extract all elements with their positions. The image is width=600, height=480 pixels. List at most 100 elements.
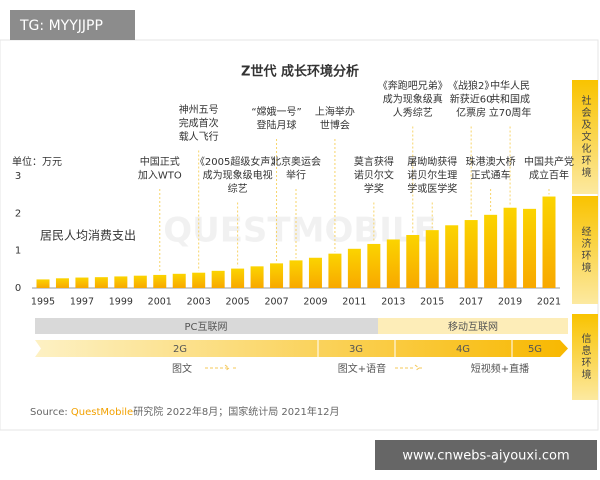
annotation: 中华人民 [490,79,530,92]
x-tick-label: 2013 [381,297,405,308]
side-label: 经济环境 [579,225,591,274]
bar [36,279,50,288]
bar [464,220,478,288]
annotation: 《2005超级女声》 [195,155,280,168]
era-label: 移动互联网 [448,320,498,333]
annotation: 世博会 [320,119,350,132]
annotation: 上海举办 [315,105,355,118]
x-tick-label: 2019 [498,297,522,308]
tag-text: TG: MYYJJPP [19,18,103,34]
annotation: 学奖 [364,182,384,195]
annotation: 新获近60 [450,93,493,106]
x-tick-label: 2011 [342,297,366,308]
bar [503,207,517,288]
annotation: 《奔跑吧兄弟》 [378,79,448,92]
annotation: 亿票房 [456,106,486,119]
gen-label: 3G [349,344,363,355]
annotation: 立70周年 [489,106,532,119]
bar [386,239,400,288]
bar [94,277,108,288]
annotation: 诺贝尔生理 [407,169,457,182]
bar [542,196,556,288]
bar [445,225,459,288]
x-tick-label: 2001 [148,297,172,308]
bar [114,276,128,288]
x-tick-label: 1995 [31,297,55,308]
annotation: 《战狼2》 [448,79,494,92]
x-tick-label: 1997 [70,297,94,308]
source: Source: QuestMobile研究院 2022年8月；国家统计局 202… [30,405,340,418]
x-tick-label: 2021 [537,297,561,308]
bar [133,275,147,288]
card [0,39,599,431]
bar [484,214,498,288]
bar [523,208,537,288]
x-tick-label: 2005 [226,297,250,308]
chart-title: Z世代 成长环境分析 [241,64,359,80]
bar [231,268,245,288]
bar [75,277,89,288]
gen-label: 4G [456,344,470,355]
annotation: 正式通车 [471,169,511,182]
bar [425,230,439,288]
annotation: 学或医学奖 [407,182,457,195]
x-tick-label: 2009 [303,297,327,308]
content-label: 图文 [172,362,192,375]
site-text: www.cnwebs-aiyouxi.com [402,449,569,464]
annotation: 共和国成 [490,94,530,106]
gen-label: 5G [528,344,542,355]
y-tick-label: 3 [15,171,21,182]
annotation: 成为现象级真 [383,93,443,106]
x-tick-label: 2017 [459,297,483,308]
bar [270,263,284,288]
annotation: 人秀综艺 [393,106,433,119]
annotation: 屠呦呦获得 [407,155,457,168]
annotation: 诺贝尔文 [354,169,394,182]
annotation: “嫦娥一号” [251,105,301,118]
y-tick-label: 0 [15,283,21,294]
annotation: 成立百年 [529,169,569,182]
bar [289,260,303,288]
side-label: 社会及文化环境 [579,94,591,179]
flow-arrows [205,364,423,372]
bar [55,278,69,288]
annotation: 北京奥运会 [271,155,321,168]
bar [250,266,264,288]
y-tick-label: 1 [15,246,21,257]
gen-arrow [35,340,568,357]
gen-label: 2G [173,344,187,355]
annotation: 中国正式 [140,155,180,168]
annotation: 完成首次 [179,117,219,130]
bar [406,234,420,288]
y-unit: 单位：万元 [12,155,62,168]
y-tick-label: 2 [15,208,21,219]
bar [172,273,186,288]
side-label: 信息环境 [579,333,591,381]
annotation: 中国共产党 [524,155,574,168]
era-label: PC互联网 [184,321,227,333]
series-label: 居民人均消费支出 [40,229,136,243]
source-part: 研究院 2022年8月；国家统计局 2021年12月 [133,405,339,418]
source-part: Source: [30,407,71,418]
x-tick-label: 2015 [420,297,444,308]
bar [211,270,225,288]
annotation: 莫言获得 [354,155,394,168]
site-box [375,440,597,470]
side-band [572,314,598,400]
annotation: 成为现象级电视 [203,169,273,182]
era-band [35,318,378,334]
bar [367,243,381,288]
annotation: 登陆月球 [257,119,297,132]
bar [192,272,206,288]
annotation: 加入WTO [138,170,182,182]
bar [328,253,342,288]
side-band [572,196,598,304]
content-label: 短视频+直播 [471,362,529,375]
bar [153,274,167,288]
annotation: 神州五号 [179,103,219,116]
bar [308,257,322,288]
bar [347,248,361,288]
annotation: 珠港澳大桥 [466,155,516,168]
x-tick-label: 2007 [264,297,288,308]
